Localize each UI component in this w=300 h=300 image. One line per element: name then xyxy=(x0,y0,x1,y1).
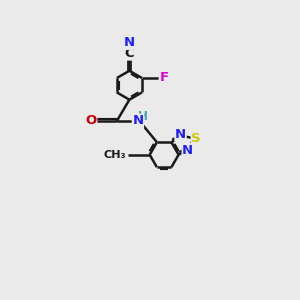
Text: N: N xyxy=(124,36,135,49)
Text: C: C xyxy=(124,47,134,60)
Text: O: O xyxy=(85,114,97,128)
Text: N: N xyxy=(175,128,186,141)
Text: S: S xyxy=(191,131,201,145)
Text: N: N xyxy=(132,114,143,128)
Text: F: F xyxy=(159,71,168,85)
Text: N: N xyxy=(182,144,193,157)
Text: CH₃: CH₃ xyxy=(103,150,126,160)
Text: H: H xyxy=(138,110,148,123)
